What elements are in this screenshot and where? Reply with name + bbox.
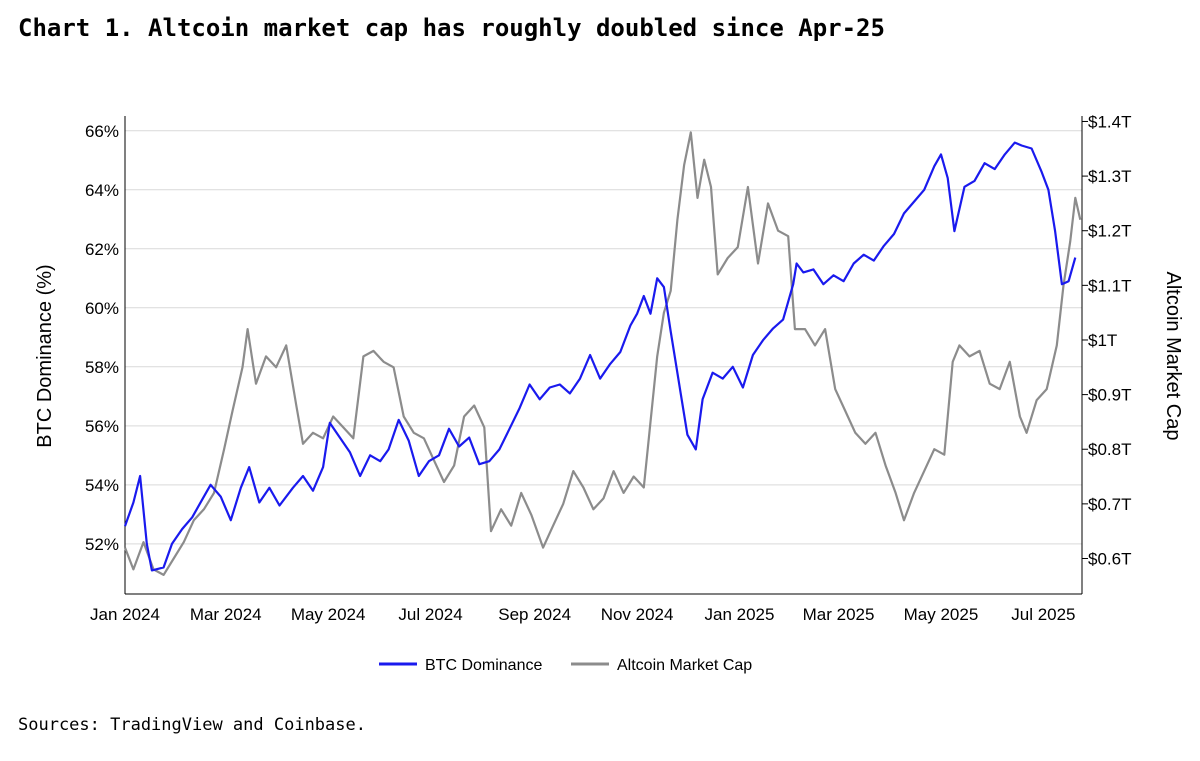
tick-labels: 52% 54% 56% 58% 60% 62% 64% 66% $0.6T $0.7T $0.8T $…: [85, 112, 1132, 624]
x-tick-label: May 2024: [291, 605, 366, 624]
y-left-tick-label: 60%: [85, 299, 119, 318]
legend: BTC Dominance Altcoin Market Cap: [379, 657, 752, 674]
axes: [124, 116, 1088, 595]
x-tick-label: Mar 2025: [803, 605, 875, 624]
y-right-axis-title: Altcoin Market Cap: [1162, 272, 1184, 441]
x-tick-label: Nov 2024: [601, 605, 674, 624]
x-tick-label: Jul 2024: [398, 605, 462, 624]
y-left-tick-label: 58%: [85, 358, 119, 377]
y-left-tick-label: 62%: [85, 240, 119, 259]
legend-label-altcoin: Altcoin Market Cap: [617, 657, 752, 674]
x-tick-label: Jan 2025: [705, 605, 775, 624]
y-right-tick-label: $0.9T: [1088, 386, 1131, 405]
x-tick-label: May 2025: [904, 605, 979, 624]
series-line-altcoin-market-cap: [123, 131, 1082, 576]
y-left-tick-label: 64%: [85, 181, 119, 200]
y-right-tick-label: $0.8T: [1088, 440, 1131, 459]
y-left-tick-label: 56%: [85, 417, 119, 436]
series-line-btc-dominance: [123, 141, 1077, 572]
chart-title: Chart 1. Altcoin market cap has roughly …: [18, 14, 885, 42]
y-right-tick-label: $0.7T: [1088, 495, 1131, 514]
x-tick-label: Jan 2024: [90, 605, 160, 624]
chart-svg: 52% 54% 56% 58% 60% 62% 64% 66% $0.6T $0.7T $0.8T $…: [34, 112, 1184, 674]
y-left-tick-label: 54%: [85, 476, 119, 495]
y-left-axis-title: BTC Dominance (%): [34, 264, 56, 447]
gridlines: [125, 130, 1082, 545]
y-right-tick-label: $0.6T: [1088, 549, 1131, 568]
y-left-tick-label: 66%: [85, 122, 119, 141]
y-right-tick-label: $1T: [1088, 331, 1117, 350]
x-tick-label: Sep 2024: [498, 605, 571, 624]
x-tick-label: Jul 2025: [1011, 605, 1075, 624]
y-right-tick-label: $1.4T: [1088, 112, 1131, 131]
series-lines: [123, 131, 1082, 576]
y-right-tick-label: $1.3T: [1088, 167, 1131, 186]
legend-label-btc: BTC Dominance: [425, 657, 542, 674]
x-tick-label: Mar 2024: [190, 605, 262, 624]
y-right-tick-label: $1.1T: [1088, 276, 1131, 295]
y-left-tick-label: 52%: [85, 535, 119, 554]
source-note: Sources: TradingView and Coinbase.: [18, 715, 366, 735]
y-right-tick-label: $1.2T: [1088, 222, 1131, 241]
